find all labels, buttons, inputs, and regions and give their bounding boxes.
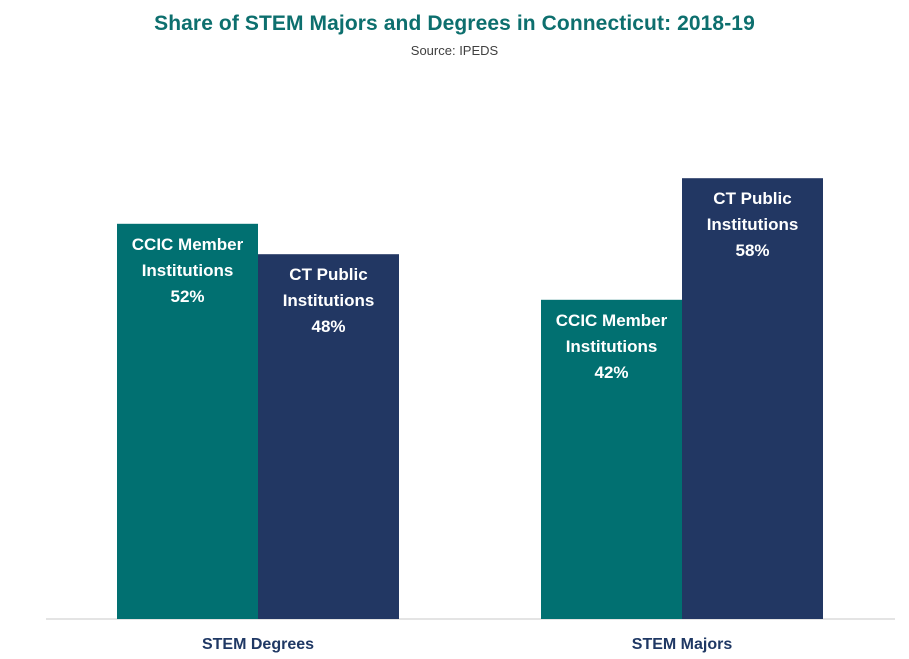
bar-ct-public-stem-majors xyxy=(682,178,823,619)
data-label-series: CT Public xyxy=(289,265,367,284)
x-tick-label: STEM Degrees xyxy=(202,636,314,653)
data-label-value: 58% xyxy=(735,241,769,260)
data-label-value: 42% xyxy=(594,363,628,382)
data-label-series: Institutions xyxy=(566,337,658,356)
data-label-series: Institutions xyxy=(707,215,799,234)
data-label-series: Institutions xyxy=(283,291,375,310)
data-label-series: CT Public xyxy=(713,189,791,208)
bar-ccic-stem-degrees xyxy=(117,223,258,620)
data-label-value: 52% xyxy=(170,287,204,306)
data-label-series: Institutions xyxy=(142,261,234,280)
bar-ccic-stem-majors xyxy=(541,299,682,619)
label-group: CCIC Member Institutions 52% CT Public Insti… xyxy=(132,189,799,653)
chart-subtitle: Source: IPEDS xyxy=(410,43,499,58)
bar-group xyxy=(117,178,823,620)
data-label-value: 48% xyxy=(311,317,345,336)
bar-ct-public-stem-degrees xyxy=(258,254,399,619)
data-label-series: CCIC Member xyxy=(132,235,244,254)
data-label-series: CCIC Member xyxy=(556,311,668,330)
x-tick-label: STEM Majors xyxy=(632,636,733,653)
chart-title: Share of STEM Majors and Degrees in Conn… xyxy=(154,12,755,35)
